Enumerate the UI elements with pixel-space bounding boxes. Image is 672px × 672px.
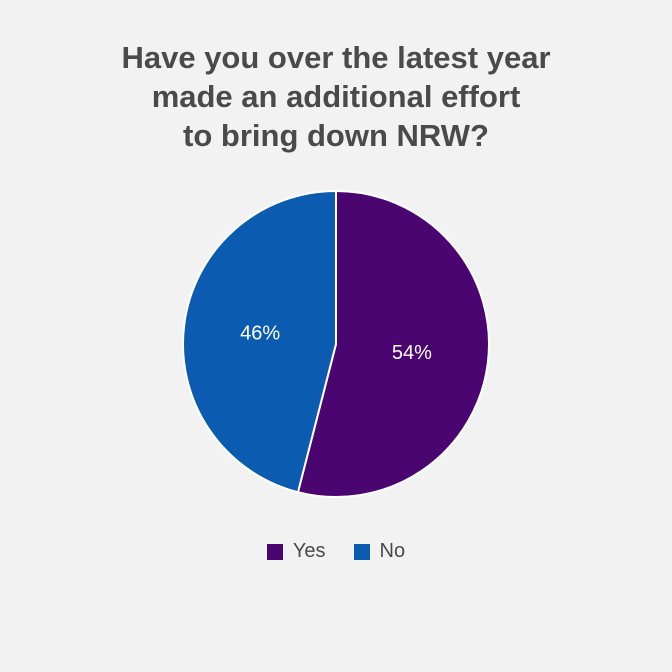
slice-label-no: 46% [240, 323, 280, 345]
chart-title: Have you over the latest year made an ad… [0, 38, 672, 155]
pie-slice-no [182, 189, 337, 494]
legend-item-no: No [353, 540, 406, 563]
pie-slice-yes [296, 189, 490, 498]
chart-title-line-2: made an additional effort [151, 79, 521, 114]
legend-swatch-yes [266, 543, 283, 560]
legend-item-yes: Yes [266, 540, 326, 563]
legend: Yes No [0, 540, 672, 563]
slice-label-yes: 54% [392, 342, 432, 364]
legend-swatch-no [353, 543, 370, 560]
chart-title-line-1: Have you over the latest year [121, 40, 551, 75]
legend-label-yes: Yes [292, 540, 326, 562]
chart-title-line-3: to bring down NRW? [183, 118, 489, 153]
legend-label-no: No [379, 540, 406, 562]
